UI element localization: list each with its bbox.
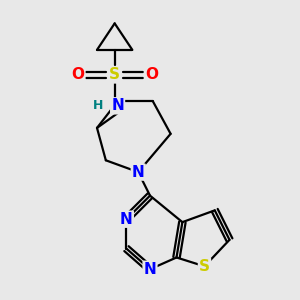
Text: N: N <box>120 212 133 227</box>
Text: N: N <box>132 165 145 180</box>
Text: H: H <box>93 99 104 112</box>
Text: S: S <box>109 68 120 82</box>
Text: O: O <box>145 68 158 82</box>
Text: N: N <box>144 262 156 277</box>
Text: O: O <box>71 68 84 82</box>
Text: S: S <box>199 259 210 274</box>
Text: N: N <box>111 98 124 113</box>
